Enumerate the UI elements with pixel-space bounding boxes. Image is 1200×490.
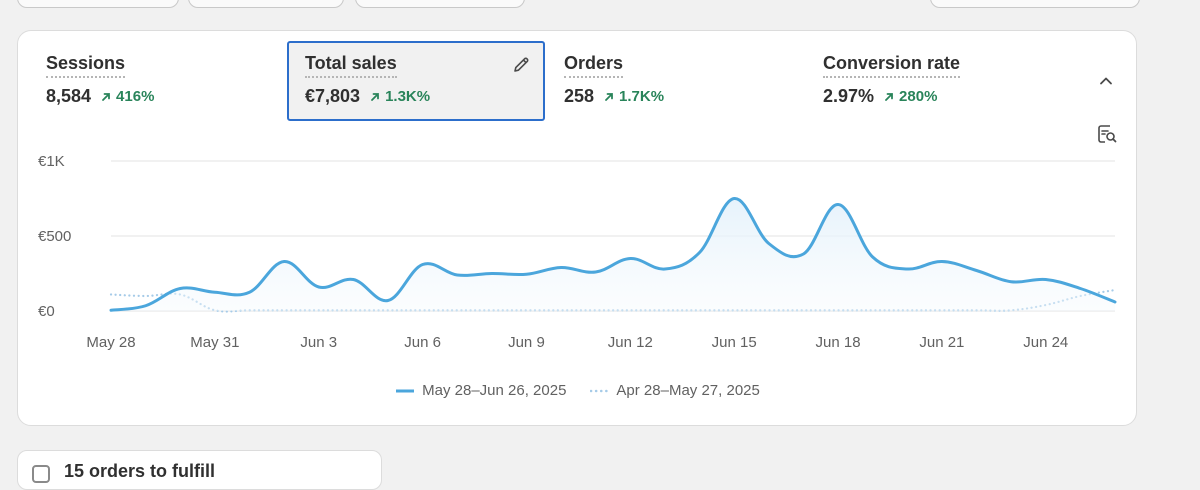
y-tick-label: €0 (38, 303, 55, 320)
x-tick-label: Jun 6 (404, 334, 441, 351)
metric-change: 416% (101, 88, 154, 105)
metric-label: Sessions (46, 53, 126, 78)
chevron-up-icon[interactable] (1096, 71, 1116, 96)
metric-change-value: 1.7K% (619, 88, 665, 105)
metric-value: 8,584 (46, 86, 92, 106)
x-tick-label: Jun 12 (608, 334, 653, 351)
x-tick-label: May 31 (190, 334, 239, 351)
solid-line-swatch (396, 389, 415, 392)
filter-pill-4[interactable] (930, 0, 1140, 8)
metric-orders[interactable]: Orders 258 1.7K% (546, 41, 806, 121)
series-line-current (109, 197, 1117, 312)
metric-label: Total sales (305, 53, 397, 78)
arrow-up-right-icon (371, 92, 379, 101)
metric-conversion-rate[interactable]: Conversion rate 2.97% 280% (805, 41, 1065, 121)
checkbox[interactable] (32, 465, 50, 483)
filter-pill-3[interactable] (355, 0, 525, 8)
x-tick-label: Jun 9 (508, 334, 545, 351)
x-tick-label: Jun 3 (300, 334, 337, 351)
x-tick-label: May 28 (86, 334, 135, 351)
report-search-icon[interactable] (1096, 123, 1118, 150)
metric-total-sales[interactable]: Total sales €7,803 1.3K% (287, 41, 545, 121)
metric-change-value: 1.3K% (385, 88, 431, 105)
x-tick-label: Jun 21 (919, 334, 964, 351)
filter-pill-1[interactable] (17, 0, 179, 8)
arrow-up-right-icon (605, 92, 613, 101)
metric-change-value: 280% (899, 88, 938, 105)
metric-label: Conversion rate (823, 53, 961, 78)
y-tick-label: €500 (38, 228, 71, 245)
sales-line-chart: €0 €500 €1K May 28 May 31 Jun 3 Jun 6 Jun 9 Jun … (38, 153, 1117, 351)
pencil-icon[interactable] (511, 55, 531, 80)
metric-sessions[interactable]: Sessions 8,584 416% (28, 41, 288, 121)
metric-change: 1.3K% (370, 88, 430, 105)
metric-change: 1.7K% (604, 88, 664, 105)
arrow-up-right-icon (102, 92, 110, 101)
arrow-up-right-icon (885, 92, 893, 101)
x-tick-label: Jun 18 (816, 334, 861, 351)
x-tick-label: Jun 24 (1023, 334, 1068, 351)
legend-item-previous[interactable]: Apr 28–May 27, 2025 (590, 382, 760, 399)
chart-legend: May 28–Jun 26, 2025 Apr 28–May 27, 2025 (18, 382, 1138, 399)
series-area-current (111, 198, 1115, 311)
analytics-card: €0 €500 €1K May 28 May 31 Jun 3 Jun 6 Jun 9 Jun … (17, 30, 1137, 426)
metric-change-value: 416% (116, 88, 155, 105)
metric-change: 280% (884, 88, 937, 105)
metric-value: €7,803 (305, 86, 361, 106)
orders-to-fulfill-label: 15 orders to fulfill (64, 461, 216, 481)
dotted-line-swatch (590, 389, 609, 392)
metric-value: 258 (564, 86, 595, 106)
x-tick-label: Jun 15 (712, 334, 757, 351)
legend-item-current[interactable]: May 28–Jun 26, 2025 (396, 382, 566, 399)
legend-label: Apr 28–May 27, 2025 (616, 382, 760, 399)
y-tick-label: €1K (38, 153, 65, 170)
metric-label: Orders (564, 53, 624, 78)
orders-to-fulfill-card[interactable]: 15 orders to fulfill (17, 450, 382, 490)
filter-pill-2[interactable] (188, 0, 344, 8)
metric-value: 2.97% (823, 86, 875, 106)
legend-label: May 28–Jun 26, 2025 (422, 382, 567, 399)
